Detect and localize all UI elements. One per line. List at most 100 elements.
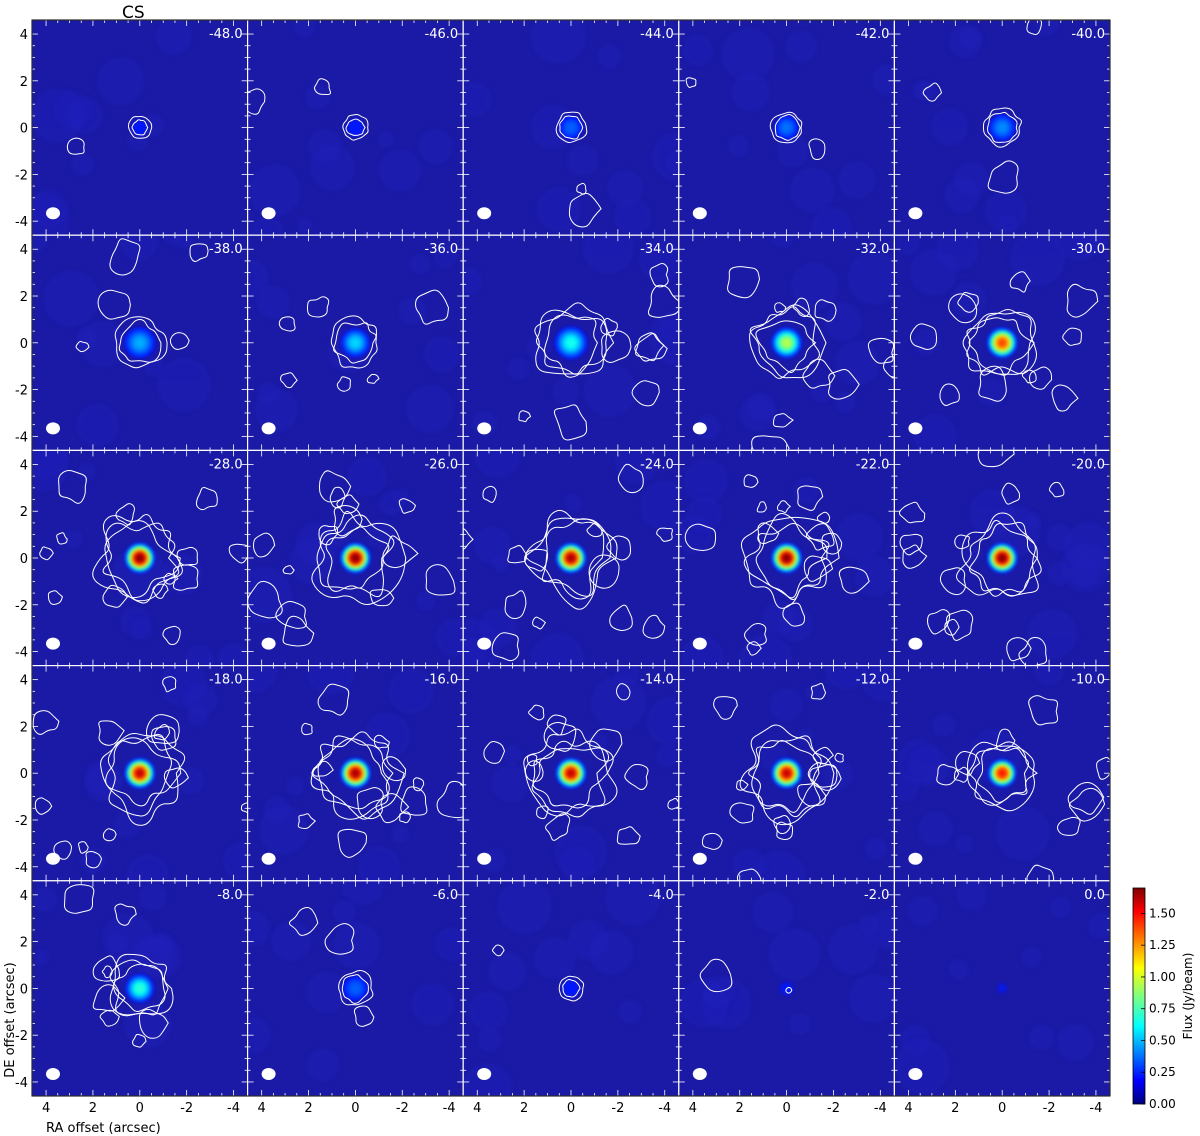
y-axis-label: DE offset (arcsec) (3, 962, 18, 1078)
velocity-label: -46.0 (425, 27, 459, 42)
channel-panel: -8.0 (31, 880, 249, 1097)
channel-panel: -14.0 (462, 664, 680, 882)
x-tick-label: 0 (136, 1101, 144, 1116)
emission-level (132, 120, 148, 135)
contour-set (701, 682, 844, 881)
y-tick-label: -2 (15, 599, 28, 614)
contour-set (463, 463, 673, 662)
emission-level (347, 119, 364, 136)
beam-ellipse (692, 422, 707, 435)
channel-panel: -2.0 (678, 880, 895, 1097)
contour-set (32, 676, 248, 869)
channel-panel: -46.0 (247, 19, 464, 236)
x-tick-label: 2 (520, 1101, 528, 1116)
x-tick-label: -4 (1089, 1101, 1102, 1116)
y-tick-label: -4 (15, 215, 28, 230)
channel-panel: -42.0 (678, 19, 895, 236)
x-tick-label: -4 (443, 1101, 456, 1116)
y-tick-label: 4 (20, 889, 28, 904)
velocity-label: 0.0 (1084, 888, 1105, 903)
y-tick-label: 0 (20, 122, 28, 137)
contour-set (922, 20, 1043, 194)
x-tick-label: 4 (258, 1101, 266, 1116)
contour-set (898, 450, 1065, 666)
velocity-label: -42.0 (856, 27, 890, 42)
velocity-label: -32.0 (856, 242, 890, 257)
emission-level (135, 984, 144, 993)
y-tick-label: -2 (15, 814, 28, 829)
channel-panel: -44.0 (462, 19, 680, 236)
beam-ellipse (46, 422, 60, 435)
contour-set (278, 289, 450, 392)
contour-set (685, 77, 826, 161)
y-tick-label: 2 (20, 505, 28, 520)
y-tick-label: 4 (20, 458, 28, 473)
channel-panel: -22.0 (678, 449, 895, 667)
colorbar-gradient (1132, 887, 1146, 1105)
x-tick-label: 2 (736, 1101, 744, 1116)
channel-panel: -16.0 (247, 664, 464, 882)
x-tick-label: -2 (1043, 1101, 1056, 1116)
x-tick-label: 4 (904, 1101, 912, 1116)
channel-panel: -18.0 (31, 664, 249, 882)
x-tick-label: 4 (473, 1101, 481, 1116)
emission-level (351, 984, 360, 993)
emission-level (782, 338, 791, 348)
colorbar-tick-label: 1.25 (1149, 938, 1176, 952)
contour-set (39, 470, 248, 645)
x-tick-label: -2 (827, 1101, 840, 1116)
channel-panel: -24.0 (462, 449, 680, 667)
beam-ellipse (261, 422, 276, 435)
y-tick-label: -4 (15, 861, 28, 876)
channel-panel: -36.0 (247, 234, 464, 451)
y-tick-label: 4 (20, 674, 28, 689)
beam-ellipse (477, 637, 492, 650)
y-tick-label: -2 (15, 168, 28, 183)
emission-level (351, 768, 360, 778)
emission-level (135, 768, 145, 778)
contour-set (699, 958, 793, 994)
y-tick-label: 2 (20, 75, 28, 90)
contour-set (518, 263, 679, 441)
contour-set (909, 271, 1099, 412)
velocity-label: -36.0 (425, 242, 459, 257)
velocity-label: -44.0 (640, 27, 674, 42)
channel-panel: 0.0 (893, 880, 1111, 1097)
beam-ellipse (908, 1068, 923, 1080)
velocity-label: -48.0 (209, 27, 243, 42)
contour-set (247, 78, 369, 141)
beam-ellipse (261, 637, 276, 650)
velocity-label: -14.0 (640, 673, 674, 688)
velocity-label: -28.0 (209, 457, 243, 472)
contour-set (492, 944, 585, 1002)
colorbar-tick-label: 0.75 (1149, 1002, 1176, 1016)
emission-level (998, 769, 1007, 778)
emission-level (562, 980, 580, 997)
emission-level (998, 123, 1007, 132)
y-tick-label: 0 (20, 982, 28, 997)
y-tick-label: -4 (15, 430, 28, 445)
colorbar-tick-label: 0.00 (1149, 1097, 1176, 1111)
y-tick-label: -4 (15, 646, 28, 661)
y-tick-label: 0 (20, 552, 28, 567)
emission-level (566, 553, 576, 563)
beam-ellipse (261, 852, 276, 865)
channel-panel: -6.0 (247, 880, 464, 1097)
channel-panel: -48.0 (31, 19, 249, 236)
channel-panel: -12.0 (678, 664, 895, 882)
channel-panel: -28.0 (31, 449, 249, 667)
y-tick-label: 2 (20, 936, 28, 951)
velocity-label: -10.0 (1071, 673, 1105, 688)
beam-ellipse (477, 422, 492, 435)
velocity-label: -18.0 (209, 673, 243, 688)
emission-level (135, 553, 145, 563)
emission-level (351, 338, 360, 347)
x-tick-label: -4 (227, 1101, 240, 1116)
contour-set (63, 884, 174, 1048)
emission-level (997, 553, 1007, 563)
beam-ellipse (46, 637, 60, 650)
emission-level (135, 338, 145, 348)
x-tick-label: 2 (304, 1101, 312, 1116)
x-tick-label: 0 (782, 1101, 790, 1116)
contour-set (247, 470, 456, 647)
